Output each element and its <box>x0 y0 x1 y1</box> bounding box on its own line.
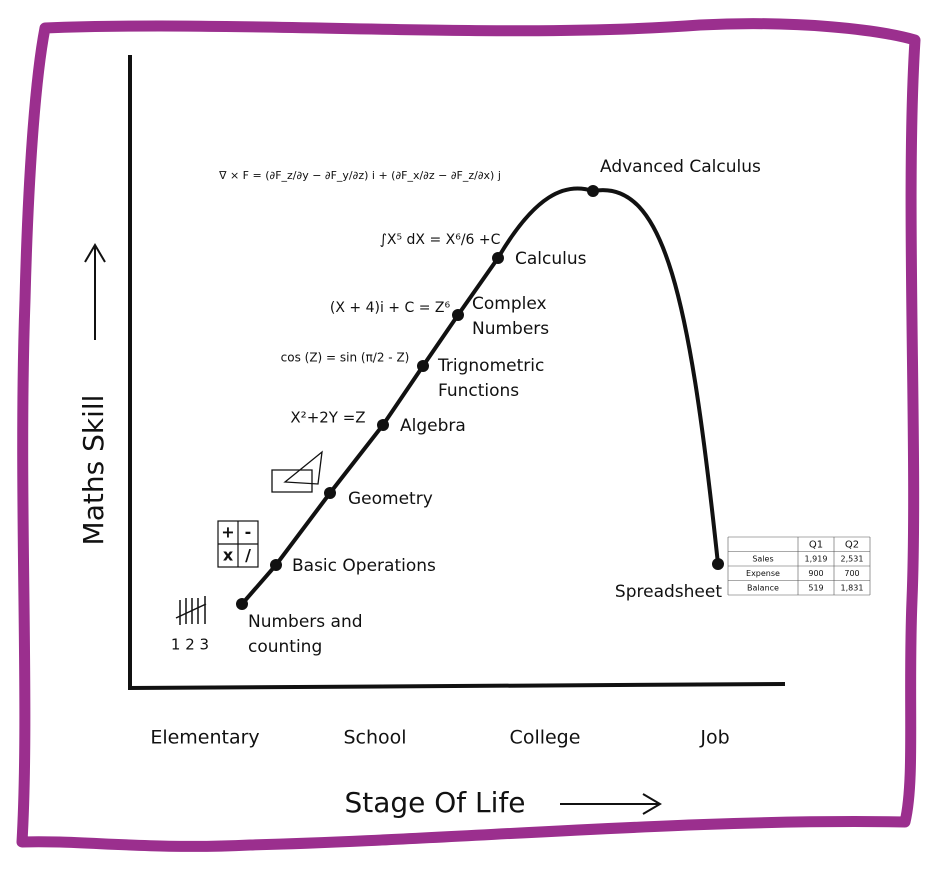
milestone-dot <box>587 185 599 197</box>
operation-symbol: x <box>223 546 234 565</box>
table-cell: 1,831 <box>841 583 864 592</box>
diagram: Maths Skill Stage Of Life 1 2 3 ∇ × F = … <box>0 0 934 867</box>
table-cell: 2,531 <box>841 554 864 563</box>
milestone-label: Algebra <box>400 416 466 436</box>
formula: X²+2Y =Z <box>290 409 365 427</box>
stage-label: School <box>343 727 406 749</box>
y-arrow <box>85 245 105 340</box>
counting-note: 1 2 3 <box>171 636 209 654</box>
x-arrow <box>560 794 660 814</box>
geometry-sketch <box>272 452 322 492</box>
formula: ∇ × F = (∂F_z/∂y − ∂F_y/∂z) i + (∂F_x/∂z… <box>218 169 501 182</box>
milestone-label: Spreadsheet <box>615 582 722 602</box>
table-header: Q1 <box>809 539 823 550</box>
milestone-label: Functions <box>438 381 519 401</box>
milestone-dot <box>236 598 248 610</box>
milestone-dot <box>377 419 389 431</box>
table-header: Q2 <box>845 539 859 550</box>
stage-label: College <box>510 727 581 749</box>
spreadsheet: Q1 Q2 Sales 1,919 2,531 Expense 900 700 Balance 5… <box>728 537 870 595</box>
page: Maths Skill Stage Of Life 1 2 3 ∇ × F = … <box>0 0 934 871</box>
milestone-label: Calculus <box>515 249 587 269</box>
milestone-label: Numbers and <box>248 612 363 632</box>
milestone-label: Basic Operations <box>292 556 436 576</box>
milestone-label: Complex <box>472 294 547 314</box>
milestone-dot <box>417 360 429 372</box>
table-cell: Sales <box>752 554 773 563</box>
milestone-label: counting <box>248 637 322 657</box>
table-cell: 519 <box>808 583 823 592</box>
table-cell: Expense <box>746 569 780 578</box>
frame <box>22 24 915 847</box>
table-cell: Balance <box>747 583 779 592</box>
milestone-label: Geometry <box>348 489 433 509</box>
milestone-label: Trignometric <box>437 356 544 376</box>
stage-label: Job <box>699 727 729 749</box>
milestone-dot <box>452 309 464 321</box>
formula: cos (Z) = sin (π/2 - Z) <box>281 351 410 365</box>
operation-symbol: - <box>245 523 252 542</box>
formula: ∫X⁵ dX = X⁶/6 +C <box>380 232 501 248</box>
milestone-dot <box>712 558 724 570</box>
y-axis-label: Maths Skill <box>77 395 110 546</box>
milestone-dot <box>492 252 504 264</box>
operation-symbol: / <box>245 546 251 565</box>
table-cell: 900 <box>808 569 823 578</box>
table-cell: 700 <box>844 569 859 578</box>
tally <box>176 596 206 625</box>
milestone-dot <box>270 559 282 571</box>
stage-label: Elementary <box>150 727 259 749</box>
table-cell: 1,919 <box>805 554 828 563</box>
x-axis-label: Stage Of Life <box>344 786 525 819</box>
formula: (X + 4)i + C = Z⁶ <box>330 300 451 316</box>
milestone-label: Numbers <box>472 319 549 339</box>
operation-symbol: + <box>221 523 234 542</box>
milestone-dot <box>324 487 336 499</box>
milestone-label: Advanced Calculus <box>600 157 761 177</box>
